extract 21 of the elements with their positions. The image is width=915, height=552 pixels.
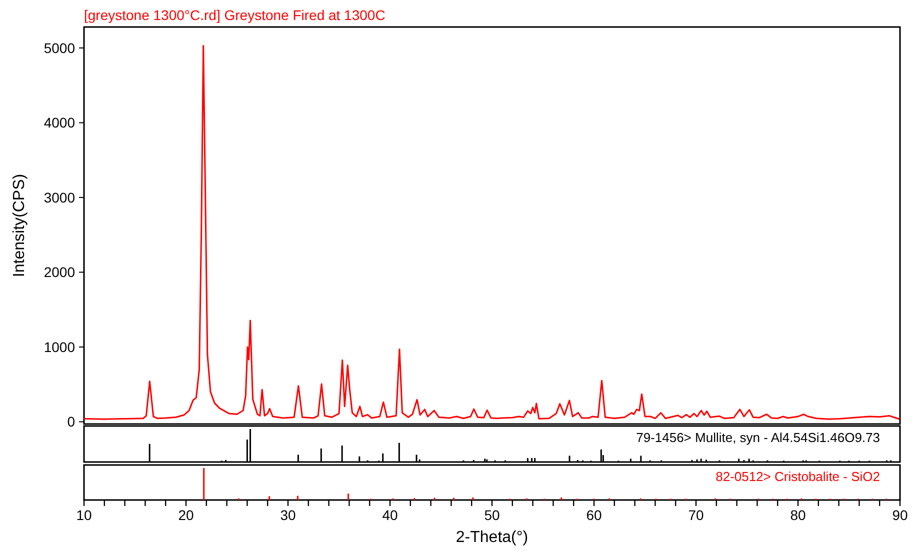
x-axis-title: 2-Theta(°) xyxy=(456,529,528,546)
y-tick-label: 5000 xyxy=(44,40,76,56)
x-tick-label: 20 xyxy=(178,507,194,523)
y-tick-label: 1000 xyxy=(44,338,76,355)
chart-title: [greystone 1300°C.rd] Greystone Fired at 1300C xyxy=(84,7,386,23)
x-tick-label: 40 xyxy=(382,507,398,523)
y-tick-label: 3000 xyxy=(44,189,76,206)
x-tick-label: 60 xyxy=(586,507,602,523)
series-label: 79-1456> Mullite, syn - Al4.54Si1.46O9.73 xyxy=(636,430,880,445)
y-tick-label: 0 xyxy=(67,414,76,430)
line-series xyxy=(83,44,900,420)
series-label: 82-0512> Cristobalite - SiO2 xyxy=(716,469,880,484)
x-tick-label: 10 xyxy=(76,507,92,523)
y-tick-label: 4000 xyxy=(44,114,76,131)
y-axis-title: Intensity(CPS) xyxy=(11,174,28,278)
x-tick-label: 70 xyxy=(688,507,704,523)
x-tick-label: 90 xyxy=(892,507,908,523)
x-tick-label: 30 xyxy=(280,507,296,523)
x-tick-label: 50 xyxy=(484,507,500,523)
x-tick-label: 80 xyxy=(790,507,806,523)
y-tick-label: 2000 xyxy=(44,264,76,280)
